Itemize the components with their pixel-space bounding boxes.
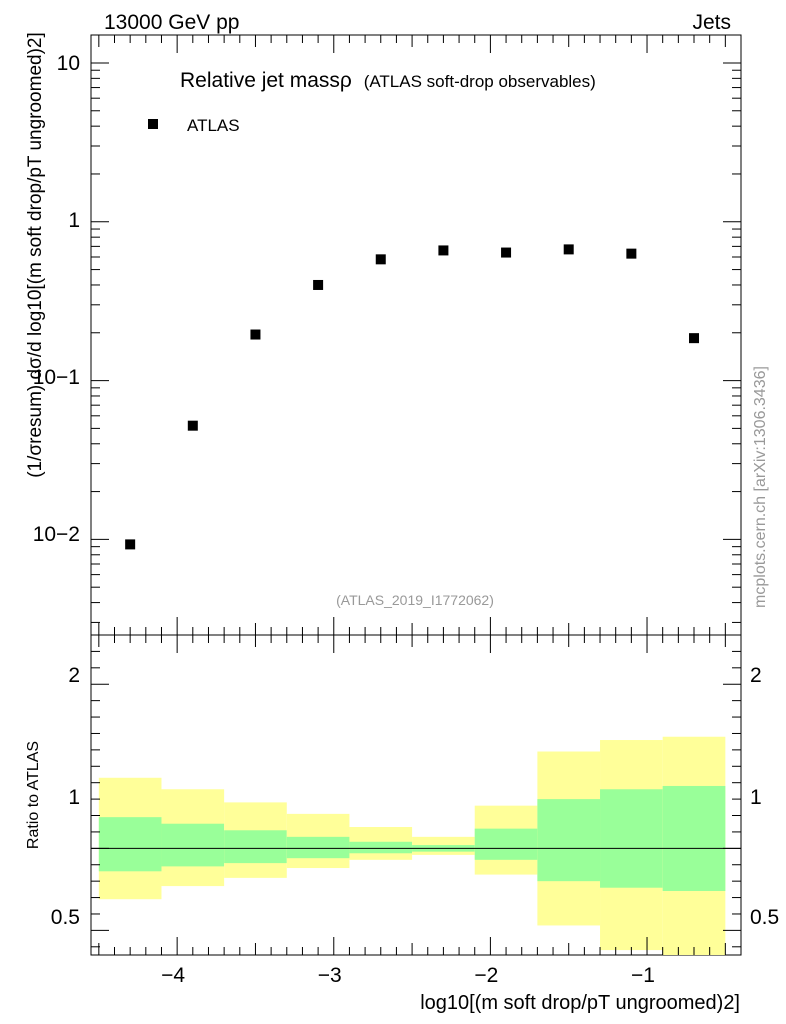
axis-ticks bbox=[91, 35, 741, 955]
legend-label: ATLAS bbox=[187, 116, 240, 135]
ratio-band-green-0 bbox=[98, 817, 162, 872]
data-point-7 bbox=[563, 244, 574, 255]
data-point-6 bbox=[501, 247, 512, 258]
data-point-9 bbox=[689, 333, 700, 344]
ratio-bands bbox=[98, 736, 726, 955]
x-tick-label-minus1: −1 bbox=[631, 964, 655, 987]
ratio-tick-label-1-right: 1 bbox=[750, 786, 762, 809]
ratio-band-green-7 bbox=[537, 799, 601, 882]
ratio-band-green-2 bbox=[224, 830, 287, 864]
y-tick-label-1: 1 bbox=[68, 209, 80, 232]
x-axis-label: log10[(m soft drop/pT ungroomed)2] bbox=[420, 992, 740, 1014]
header-right: Jets bbox=[692, 11, 731, 34]
data-point-8 bbox=[626, 248, 637, 259]
ratio-tick-label-0.5-left: 0.5 bbox=[51, 906, 80, 929]
plot-title-main: Relative jet massρ bbox=[180, 69, 352, 92]
ratio-band-green-9 bbox=[662, 785, 726, 891]
header-left: 13000 GeV pp bbox=[104, 11, 239, 34]
ratio-panel-frame bbox=[90, 634, 742, 956]
ratio-tick-label-1-left: 1 bbox=[68, 786, 80, 809]
side-watermark: mcplots.cern.ch [arXiv:1306.3436] bbox=[752, 366, 769, 608]
ratio-band-green-8 bbox=[600, 789, 663, 888]
ratio-tick-label-2-left: 2 bbox=[68, 664, 80, 687]
ratio-band-green-6 bbox=[474, 828, 538, 860]
x-tick-label-minus2: −2 bbox=[474, 964, 498, 987]
x-tick-label-minus3: −3 bbox=[318, 964, 342, 987]
y-tick-label-0.01: 10−2 bbox=[33, 523, 80, 546]
data-point-5 bbox=[438, 245, 449, 256]
data-point-4 bbox=[375, 254, 386, 265]
data-points bbox=[125, 244, 700, 550]
data-point-0 bbox=[125, 539, 136, 550]
y-tick-label-0.1: 10−1 bbox=[33, 366, 80, 389]
legend-marker bbox=[148, 119, 158, 129]
ratio-tick-label-0.5-right: 0.5 bbox=[750, 906, 779, 929]
data-point-1 bbox=[187, 420, 198, 431]
x-tick-label-minus4: −4 bbox=[161, 964, 185, 987]
ratio-band-green-4 bbox=[349, 841, 413, 854]
ratio-band-green-1 bbox=[161, 823, 225, 867]
plot-title: Relative jet massρ (ATLAS soft-drop obse… bbox=[180, 69, 596, 92]
ratio-y-axis-label: Ratio to ATLAS bbox=[25, 741, 42, 849]
plot-title-sub: (ATLAS soft-drop observables) bbox=[364, 72, 596, 91]
data-point-3 bbox=[313, 279, 324, 290]
main-y-axis-label: (1/σresum) dσ/d log10[(m soft drop/pT un… bbox=[25, 32, 46, 478]
analysis-id: (ATLAS_2019_I1772062) bbox=[336, 592, 494, 608]
y-tick-label-10: 10 bbox=[57, 52, 80, 75]
ratio-tick-label-2-right: 2 bbox=[750, 664, 762, 687]
data-point-2 bbox=[250, 329, 261, 340]
ratio-band-green-3 bbox=[286, 836, 350, 859]
